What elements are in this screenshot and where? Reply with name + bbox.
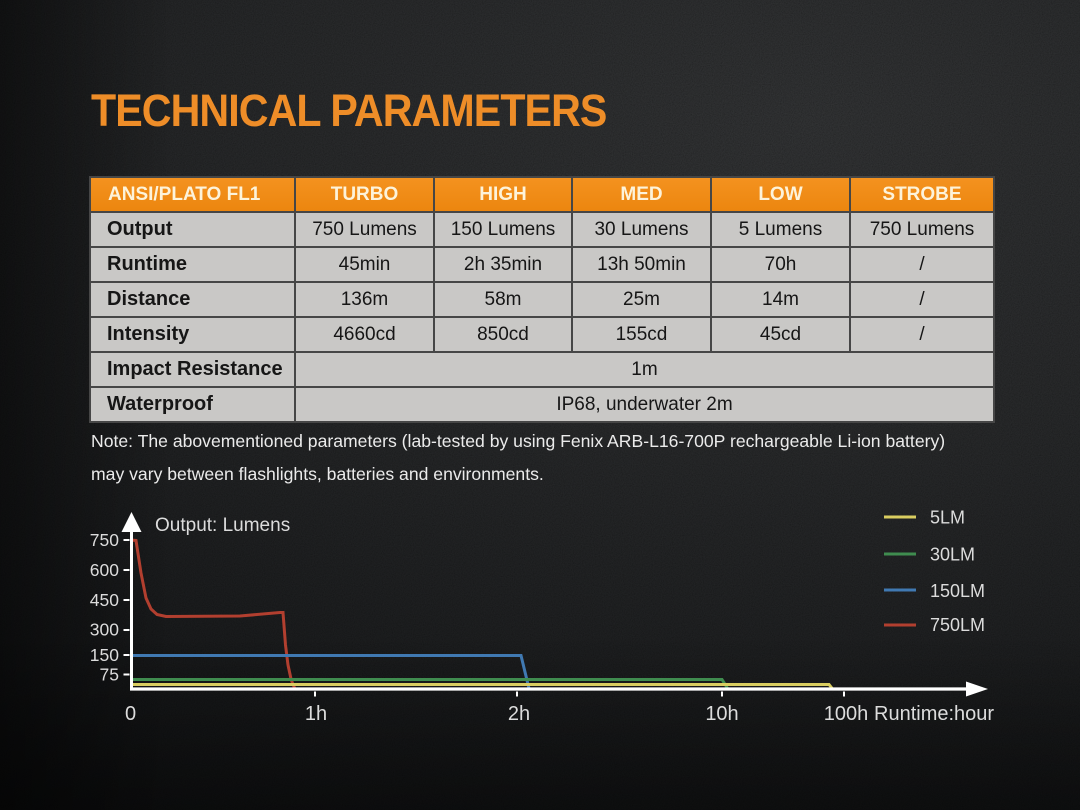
- svg-text:30LM: 30LM: [930, 545, 975, 565]
- svg-text:150LM: 150LM: [930, 581, 985, 601]
- svg-text:5LM: 5LM: [930, 508, 965, 528]
- svg-text:75: 75: [100, 665, 119, 685]
- svg-text:10h: 10h: [705, 703, 738, 725]
- svg-text:150: 150: [90, 645, 119, 665]
- svg-text:Runtime:hour: Runtime:hour: [874, 703, 994, 725]
- svg-text:750LM: 750LM: [930, 615, 985, 635]
- svg-text:100h: 100h: [824, 703, 869, 725]
- svg-text:600: 600: [90, 560, 119, 580]
- svg-text:1h: 1h: [305, 703, 327, 725]
- svg-text:2h: 2h: [508, 703, 530, 725]
- svg-text:450: 450: [90, 590, 119, 610]
- svg-text:300: 300: [90, 620, 119, 640]
- svg-text:0: 0: [125, 703, 136, 725]
- svg-text:750: 750: [90, 530, 119, 550]
- svg-text:Output: Lumens: Output: Lumens: [155, 515, 290, 536]
